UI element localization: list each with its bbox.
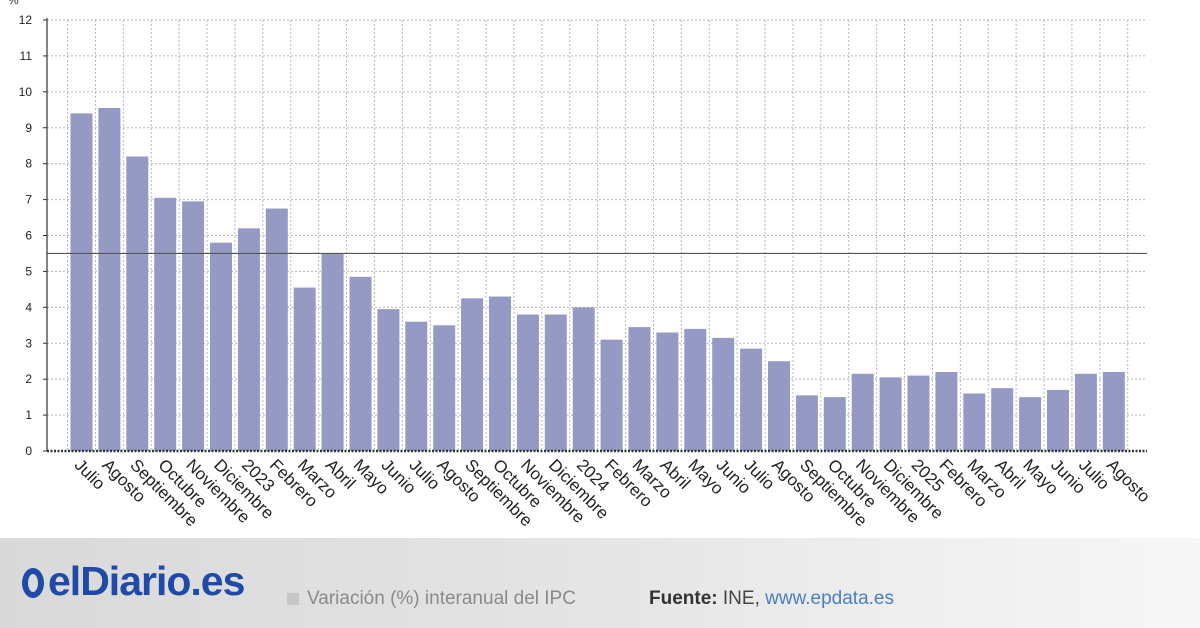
bar: [433, 325, 456, 451]
bar: [516, 314, 539, 451]
source-credit: Fuente: INE, www.epdata.es: [649, 588, 894, 610]
legend-swatch: [287, 593, 299, 605]
y-tick-label: 7: [25, 193, 32, 207]
y-tick-label: 6: [25, 229, 32, 243]
y-axis-unit: %: [8, 0, 19, 7]
source-text: INE,: [722, 588, 760, 609]
bar: [600, 339, 623, 451]
brand-o-icon: [22, 568, 44, 598]
y-tick-label: 8: [25, 157, 32, 171]
chart-legend: Variación (%) interanual del IPC: [287, 588, 576, 610]
y-tick-label: 9: [25, 121, 32, 135]
bar: [544, 314, 567, 451]
chart-grid: [47, 19, 1147, 451]
bar: [656, 332, 679, 451]
bar: [1074, 373, 1097, 451]
bar: [823, 397, 846, 451]
bar: [879, 377, 902, 451]
y-tick-label: 5: [25, 264, 32, 278]
x-tick-label: Julio: [71, 455, 109, 493]
bar: [684, 328, 707, 451]
bar: [321, 253, 344, 451]
bar: [795, 395, 818, 451]
bar: [935, 371, 958, 451]
y-tick-label: 10: [19, 85, 33, 99]
bar: [265, 208, 288, 451]
x-tick-labels: JulioAgostoSeptiembreOctubreNoviembreDic…: [71, 455, 1154, 530]
bar: [991, 388, 1014, 451]
chart-axes: [43, 18, 1147, 453]
bar: [237, 228, 260, 451]
source-link[interactable]: www.epdata.es: [765, 588, 894, 609]
y-tick-label: 0: [25, 444, 32, 458]
bar: [740, 348, 763, 451]
bar: [210, 242, 232, 451]
bar: [1019, 397, 1042, 451]
source-label: Fuente:: [649, 588, 718, 609]
y-tick-label: 1: [25, 408, 32, 422]
bar: [712, 337, 735, 451]
brand-name: elDiario.es: [48, 557, 245, 604]
bar: [349, 276, 372, 451]
bar: [907, 375, 930, 451]
y-tick-label: 11: [20, 49, 33, 63]
y-tick-label: 4: [25, 300, 32, 314]
bar: [1047, 389, 1069, 451]
bar: [489, 296, 511, 451]
bar: [768, 361, 790, 451]
bar: [963, 393, 986, 451]
bar: [572, 307, 595, 451]
bar: [154, 197, 177, 451]
footer-band: [0, 538, 1200, 628]
bar: [1102, 371, 1125, 451]
y-tick-label: 3: [25, 336, 32, 350]
legend-label: Variación (%) interanual del IPC: [307, 588, 576, 609]
brand-logo[interactable]: elDiario.es: [22, 556, 245, 606]
bar: [98, 107, 121, 451]
chart-bars: [70, 107, 1125, 451]
bar: [70, 113, 93, 451]
y-tick-label: 2: [25, 372, 32, 386]
bar: [293, 287, 316, 451]
bar: [405, 321, 428, 451]
bar: [461, 298, 484, 451]
y-tick-label: 12: [19, 13, 33, 27]
bar: [377, 309, 400, 451]
bar: [628, 327, 651, 451]
bar: [126, 156, 149, 451]
bar: [851, 373, 874, 451]
bar: [182, 201, 205, 451]
